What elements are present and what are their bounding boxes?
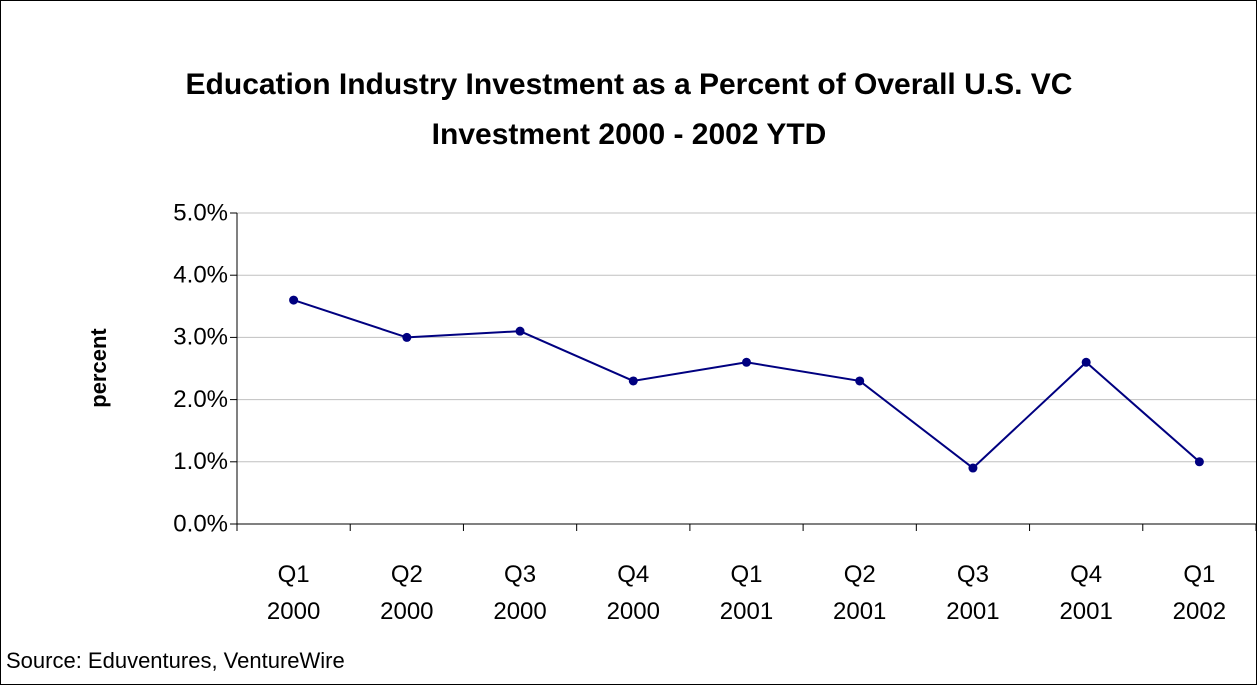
y-tick-label: 0.0% — [173, 510, 228, 537]
data-point — [968, 463, 978, 473]
x-tick-label: Q2 2001 — [833, 561, 887, 625]
x-tick-label: Q1 2001 — [719, 561, 774, 625]
y-tick-label: 2.0% — [173, 386, 228, 413]
x-tick-label: Q3 2000 — [493, 561, 547, 625]
x-tick-label: Q1 2000 — [266, 561, 321, 625]
x-tick-label: Q2 2000 — [380, 561, 434, 625]
x-tick-label: Q4 2001 — [1059, 561, 1113, 625]
data-point — [855, 376, 865, 386]
data-point — [515, 326, 525, 336]
y-tick-label: 4.0% — [173, 262, 228, 289]
y-tick-label: 5.0% — [173, 199, 228, 226]
y-axis-label: percent — [86, 328, 111, 408]
x-tick-label: Q4 2000 — [606, 561, 660, 625]
data-point — [742, 357, 751, 367]
y-tick-label: 3.0% — [173, 324, 228, 351]
line-series — [293, 299, 1201, 470]
chart-title: Education Industry Investment as a Perce… — [185, 68, 1073, 151]
data-point — [289, 295, 299, 305]
x-tick-label: Q1 2002 — [1172, 561, 1227, 625]
data-point — [1081, 357, 1091, 367]
data-point — [402, 332, 412, 342]
y-tick-label: 1.0% — [173, 448, 228, 475]
data-point — [628, 376, 638, 386]
data-point — [1194, 457, 1204, 467]
x-tick-label: Q3 2001 — [946, 561, 1000, 625]
source-note: Source: Eduventures, VentureWire — [6, 648, 345, 673]
